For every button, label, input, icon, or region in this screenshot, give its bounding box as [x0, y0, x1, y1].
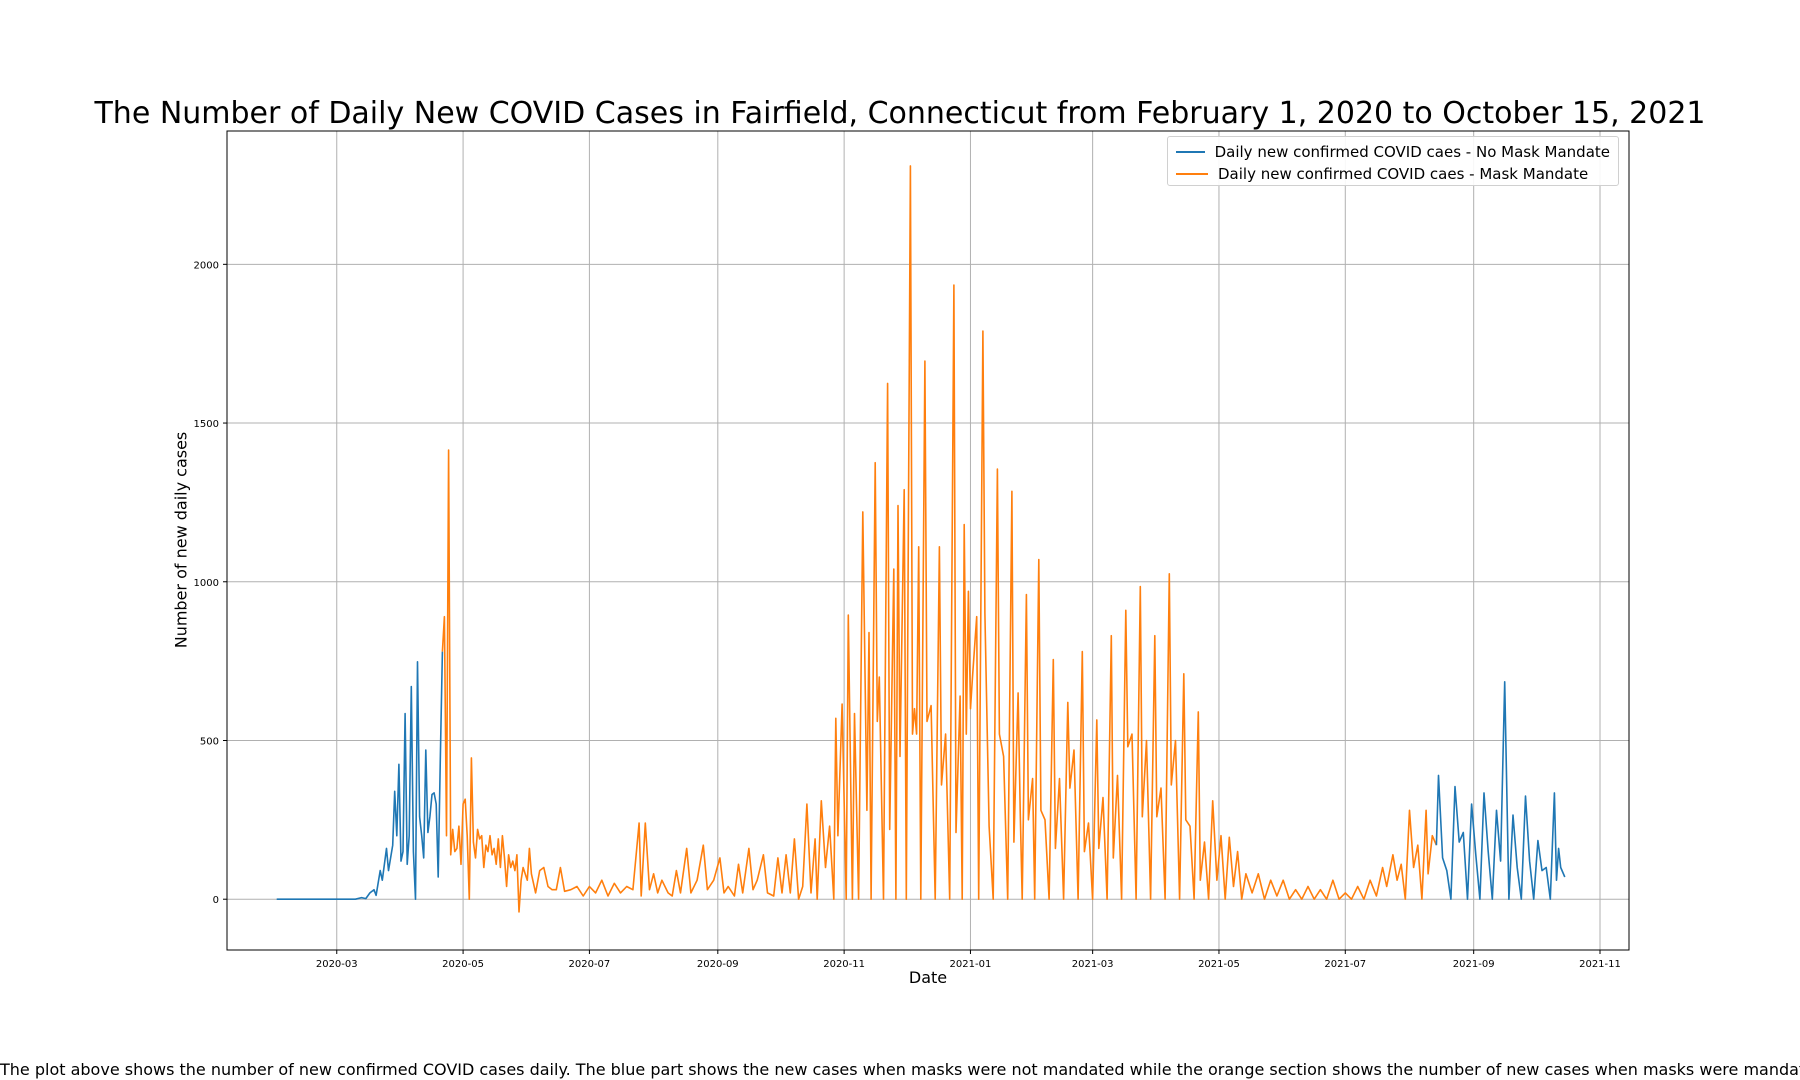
y-tick-label: 1500: [194, 419, 219, 430]
x-tick-label: 2021-07: [1324, 959, 1366, 970]
grid-layer: [227, 131, 1629, 950]
x-tick-label: 2020-05: [442, 959, 484, 970]
x-tick-label: 2020-07: [569, 959, 611, 970]
x-tick-label: 2021-05: [1198, 959, 1240, 970]
tick-layer: 2020-03 2020-05 2020-07 2020-09 2020-11 2021-…: [194, 260, 1621, 970]
series-layer: [276, 165, 1566, 913]
legend-swatch-no-mask: [1176, 151, 1205, 153]
legend-item-no-mask: Daily new confirmed COVID caes - No Mask…: [1176, 141, 1610, 163]
series-line-2: [1435, 680, 1566, 901]
y-axis-label: Number of new daily cases: [171, 431, 191, 649]
series-line-0: [276, 651, 444, 901]
chart-legend: Daily new confirmed COVID caes - No Mask…: [1167, 136, 1619, 186]
x-tick-label: 2021-11: [1579, 959, 1621, 970]
x-tick-label: 2020-11: [823, 959, 865, 970]
y-tick-label: 1000: [194, 578, 219, 589]
series-line-1: [441, 165, 1438, 913]
legend-swatch-mask: [1176, 173, 1208, 175]
plot-frame: [226, 130, 1630, 951]
y-tick-label: 0: [213, 895, 219, 906]
y-tick-label: 2000: [194, 260, 219, 271]
chart-title: The Number of Daily New COVID Cases in F…: [94, 96, 1706, 131]
x-axis-label: Date: [908, 968, 948, 987]
x-tick-label: 2021-09: [1453, 959, 1495, 970]
y-tick-label: 500: [200, 736, 219, 747]
figure-caption: The plot above shows the number of new c…: [0, 1060, 1800, 1079]
x-tick-label: 2021-01: [950, 959, 992, 970]
legend-label-no-mask: Daily new confirmed COVID caes - No Mask…: [1214, 143, 1610, 161]
legend-item-mask: Daily new confirmed COVID caes - Mask Ma…: [1176, 163, 1610, 185]
legend-label-mask: Daily new confirmed COVID caes - Mask Ma…: [1218, 165, 1589, 183]
x-tick-label: 2020-03: [316, 959, 358, 970]
x-tick-label: 2021-03: [1072, 959, 1114, 970]
x-tick-label: 2020-09: [697, 959, 739, 970]
